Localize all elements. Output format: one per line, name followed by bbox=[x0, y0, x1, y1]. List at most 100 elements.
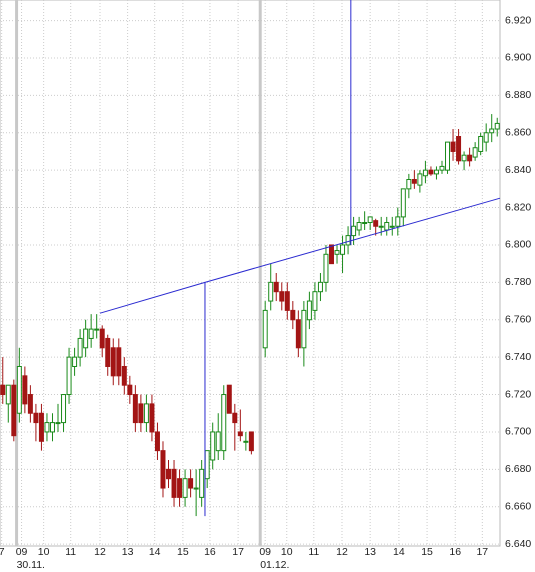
x-tick-label: 11 bbox=[308, 546, 319, 558]
candle-body bbox=[121, 365, 127, 386]
candle-body bbox=[373, 220, 379, 227]
y-tick-label: 6.820 bbox=[505, 201, 531, 213]
y-tick-label: 6.800 bbox=[505, 239, 531, 251]
candle-body bbox=[262, 309, 268, 349]
candle-body bbox=[132, 394, 138, 424]
candle-body bbox=[472, 147, 478, 158]
x-tick-label: 09 bbox=[16, 546, 28, 558]
x-tick-label: 15 bbox=[421, 546, 433, 558]
x-tick-label: 15 bbox=[177, 546, 189, 558]
candle-body bbox=[44, 422, 50, 433]
candle-body bbox=[16, 365, 22, 414]
candle-body bbox=[461, 154, 467, 162]
candle-body bbox=[384, 222, 390, 231]
y-tick-label: 6.920 bbox=[505, 14, 531, 26]
candle-body bbox=[323, 253, 329, 283]
candle-body bbox=[268, 281, 274, 302]
candle-body bbox=[149, 403, 155, 433]
day-label: 01.12. bbox=[260, 559, 289, 571]
candle-body bbox=[467, 154, 473, 162]
x-tick-label: 10 bbox=[281, 546, 293, 558]
candle-body bbox=[411, 179, 417, 184]
y-tick-label: 6.660 bbox=[505, 501, 531, 513]
candle-body bbox=[417, 173, 423, 186]
candle-body bbox=[171, 468, 177, 498]
candle-body bbox=[166, 468, 172, 480]
x-tick-label: 13 bbox=[364, 546, 376, 558]
candle-body bbox=[199, 468, 205, 498]
candle-body bbox=[5, 384, 11, 405]
candle-body bbox=[445, 141, 451, 171]
candle-body bbox=[226, 384, 232, 414]
candle-body bbox=[489, 128, 495, 134]
candle-body bbox=[77, 337, 83, 358]
candle-body bbox=[116, 347, 122, 377]
candle-body bbox=[378, 225, 384, 228]
candle-body bbox=[428, 169, 434, 175]
candle-body bbox=[38, 412, 44, 442]
candle-body bbox=[72, 356, 78, 367]
x-tick-label: 7 bbox=[0, 546, 5, 558]
candle-body bbox=[450, 141, 456, 152]
candle-body bbox=[328, 244, 334, 265]
x-tick-label: 13 bbox=[122, 546, 134, 558]
y-tick-label: 6.880 bbox=[505, 89, 531, 101]
candle-body bbox=[389, 225, 395, 228]
candle-body bbox=[22, 375, 28, 405]
candle-body bbox=[306, 300, 312, 321]
candle-body bbox=[61, 394, 67, 424]
candle-body bbox=[237, 431, 243, 437]
candle-body bbox=[273, 281, 279, 293]
candle-body bbox=[232, 412, 238, 424]
candle-body bbox=[395, 216, 401, 227]
candle-body bbox=[284, 291, 290, 311]
y-tick-label: 6.700 bbox=[505, 426, 531, 438]
candle-body bbox=[356, 222, 362, 231]
candle-body bbox=[301, 309, 307, 349]
candle-body bbox=[483, 132, 489, 143]
candle-body bbox=[110, 347, 116, 377]
x-tick-label: 14 bbox=[149, 546, 161, 558]
x-tick-label: 12 bbox=[94, 546, 106, 558]
candle-body bbox=[210, 431, 216, 461]
plot-area bbox=[0, 0, 501, 547]
candle-body bbox=[88, 328, 94, 339]
candle-body bbox=[351, 225, 357, 237]
candle-body bbox=[494, 122, 500, 130]
candle-body bbox=[127, 384, 133, 396]
candle-body bbox=[66, 356, 72, 396]
x-tick-label: 11 bbox=[65, 546, 76, 558]
candle-body bbox=[439, 165, 445, 171]
candle-body bbox=[55, 422, 61, 425]
candle-body bbox=[193, 487, 199, 490]
y-tick-label: 6.640 bbox=[505, 538, 531, 550]
y-tick-label: 6.720 bbox=[505, 388, 531, 400]
candle-body bbox=[317, 281, 323, 293]
x-tick-label: 16 bbox=[204, 546, 216, 558]
candle-body bbox=[188, 478, 194, 489]
candle-body bbox=[340, 244, 346, 255]
x-tick-label: 17 bbox=[476, 546, 488, 558]
y-tick-label: 6.680 bbox=[505, 463, 531, 475]
candle-body bbox=[160, 450, 166, 489]
x-tick-label: 16 bbox=[449, 546, 461, 558]
candle-body bbox=[248, 431, 254, 452]
candle-body bbox=[478, 136, 484, 152]
day-label: 30.11. bbox=[17, 559, 45, 571]
y-tick-label: 6.780 bbox=[505, 276, 531, 288]
candle-body bbox=[27, 394, 33, 414]
candle-body bbox=[406, 179, 412, 190]
candle-body bbox=[0, 384, 6, 396]
candle-body bbox=[138, 403, 144, 424]
x-tick-label: 09 bbox=[259, 546, 271, 558]
candle-body bbox=[83, 328, 89, 349]
x-tick-label: 10 bbox=[38, 546, 50, 558]
candle-body bbox=[456, 136, 462, 162]
candle-body bbox=[290, 309, 296, 321]
candle-body bbox=[312, 291, 318, 311]
y-tick-label: 6.860 bbox=[505, 127, 531, 139]
candle-body bbox=[362, 222, 368, 225]
candle-body bbox=[105, 337, 111, 367]
candle-body bbox=[215, 431, 221, 452]
